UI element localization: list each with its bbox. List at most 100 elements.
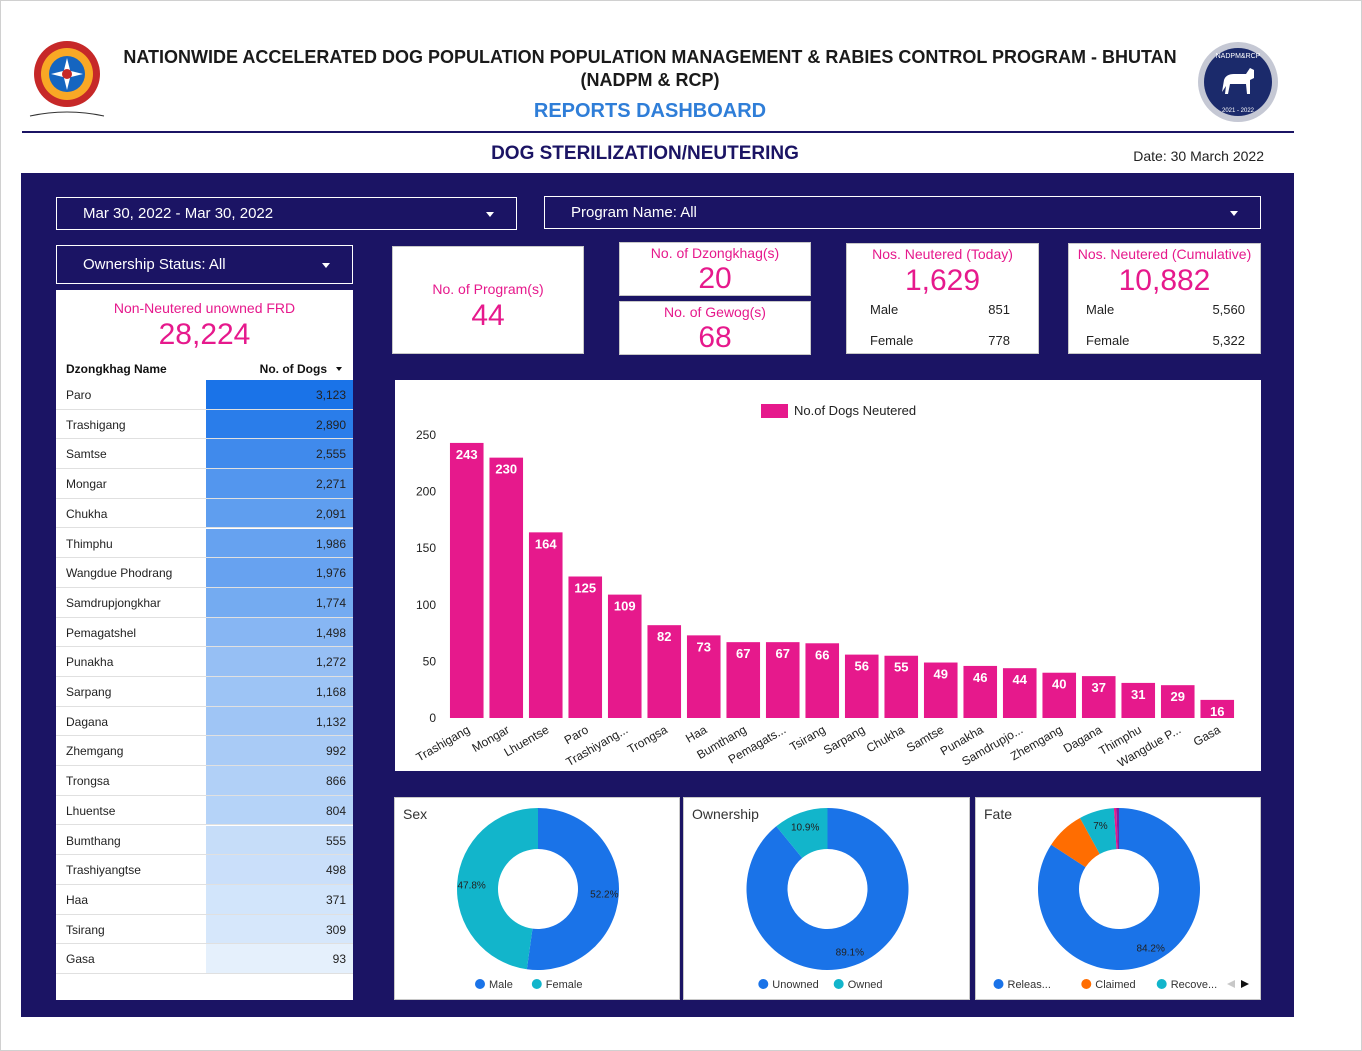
bar[interactable] <box>1042 672 1077 718</box>
slice-label: 10.9% <box>791 822 819 833</box>
bar[interactable] <box>1081 676 1116 718</box>
heat-cell <box>206 469 353 498</box>
bar[interactable] <box>765 642 800 718</box>
programs-kpi-value: 44 <box>471 299 505 332</box>
bar-value-label: 37 <box>1092 680 1106 695</box>
bar-value-label: 55 <box>894 660 908 675</box>
dzongkhag-name: Trashiyangtse <box>66 863 141 878</box>
y-tick-label: 0 <box>429 711 436 725</box>
table-row[interactable]: Bumthang 555 <box>56 825 353 856</box>
x-tick-label: Gasa <box>1191 722 1223 749</box>
bar-value-label: 56 <box>855 659 869 674</box>
report-date: Date: 30 March 2022 <box>1133 148 1264 164</box>
legend-prev-icon[interactable] <box>1227 980 1235 988</box>
sex-chart-title: Sex <box>403 806 428 822</box>
date-range-dropdown[interactable]: Mar 30, 2022 - Mar 30, 2022 <box>56 197 517 230</box>
table-row[interactable]: Trashigang 2,890 <box>56 409 353 440</box>
donut-slice[interactable] <box>1051 818 1100 868</box>
table-row[interactable]: Lhuentse 804 <box>56 795 353 826</box>
ownership-status-dropdown[interactable]: Ownership Status: All <box>56 245 353 284</box>
donut-slice[interactable] <box>1079 808 1117 854</box>
donut-slice[interactable] <box>457 808 538 970</box>
donut-slice[interactable] <box>776 808 828 859</box>
bar[interactable] <box>686 635 721 718</box>
table-row[interactable]: Chukha 2,091 <box>56 498 353 529</box>
bar[interactable] <box>805 643 840 718</box>
page-title-line1: NATIONWIDE ACCELERATED DOG POPULATION PO… <box>123 47 1177 67</box>
bar[interactable] <box>449 442 484 718</box>
heat-cell <box>206 498 353 528</box>
y-tick-label: 250 <box>416 428 436 442</box>
x-tick-label: Trongsa <box>625 722 670 756</box>
table-row[interactable]: Gasa 93 <box>56 944 353 974</box>
program-name-value: Program Name: All <box>571 204 697 221</box>
dog-count: 93 <box>332 952 346 967</box>
sort-desc-icon[interactable] <box>336 367 342 371</box>
bar[interactable] <box>844 654 879 718</box>
dog-count: 309 <box>325 922 346 937</box>
table-row[interactable]: Wangdue Phodrang 1,976 <box>56 558 353 588</box>
donut-slice[interactable] <box>1038 808 1200 970</box>
table-row[interactable]: Zhemgang 992 <box>56 736 353 767</box>
gewogs-kpi-label: No. of Gewog(s) <box>664 304 766 320</box>
table-row[interactable]: Trashiyangtse 498 <box>56 855 353 885</box>
bar[interactable] <box>884 655 919 718</box>
table-row[interactable]: Samtse 2,555 <box>56 439 353 470</box>
bar[interactable] <box>726 642 761 718</box>
female-label: Female <box>870 333 914 348</box>
legend-label: Unowned <box>772 979 818 991</box>
bar[interactable] <box>1160 685 1195 718</box>
dog-count: 2,271 <box>315 477 346 492</box>
dzongkhag-name: Bumthang <box>66 833 121 848</box>
legend-next-icon[interactable] <box>1241 980 1249 988</box>
bar[interactable] <box>647 625 682 718</box>
dog-count: 1,498 <box>315 625 346 640</box>
table-row[interactable]: Punakha 1,272 <box>56 647 353 677</box>
bar[interactable] <box>963 665 998 718</box>
table-row[interactable]: Thimphu 1,986 <box>56 528 353 559</box>
heat-cell <box>206 914 353 944</box>
col-header-dogs[interactable]: No. of Dogs <box>259 362 327 376</box>
neutered-today-kpi-card: Nos. Neutered (Today) 1,629 Male 851 Fem… <box>846 243 1039 354</box>
program-name-dropdown[interactable]: Program Name: All <box>544 196 1261 229</box>
bar[interactable] <box>1121 682 1156 718</box>
page-title-line2: (NADPM & RCP) <box>580 70 720 90</box>
donut-slice[interactable] <box>526 808 620 970</box>
bar-value-label: 44 <box>1013 672 1028 687</box>
table-row[interactable]: Haa 371 <box>56 884 353 915</box>
table-row[interactable]: Mongar 2,271 <box>56 469 353 499</box>
legend-dot <box>475 979 485 989</box>
y-tick-label: 100 <box>416 598 436 612</box>
heat-cell <box>206 677 353 706</box>
bar[interactable] <box>489 457 524 718</box>
table-row[interactable]: Samdrupjongkhar 1,774 <box>56 587 353 618</box>
dog-count: 1,976 <box>315 566 346 581</box>
bar[interactable] <box>568 576 603 719</box>
table-row[interactable]: Dagana 1,132 <box>56 706 353 737</box>
gewogs-kpi-value: 68 <box>698 321 732 354</box>
heat-cell <box>206 795 353 825</box>
bar[interactable] <box>607 594 642 718</box>
donut-slice[interactable] <box>1113 808 1118 850</box>
bar[interactable] <box>528 532 563 718</box>
bar[interactable] <box>1200 699 1235 718</box>
table-row[interactable]: Sarpang 1,168 <box>56 677 353 707</box>
dog-count: 1,168 <box>315 685 346 699</box>
bar[interactable] <box>1002 668 1037 718</box>
table-row[interactable]: Pemagatshel 1,498 <box>56 617 353 648</box>
bar-value-label: 67 <box>736 646 750 661</box>
donut-slice[interactable] <box>1116 808 1119 850</box>
frd-label: Non-Neutered unowned FRD <box>113 300 296 316</box>
table-row[interactable]: Paro 3,123 <box>56 380 353 410</box>
bar[interactable] <box>923 662 958 718</box>
table-row[interactable]: Trongsa 866 <box>56 766 353 796</box>
table-row[interactable]: Tsirang 309 <box>56 914 353 945</box>
donut-slice[interactable] <box>746 808 909 970</box>
dog-count: 498 <box>325 863 346 878</box>
dog-count: 1,132 <box>315 714 346 729</box>
dzongkhag-name: Samdrupjongkhar <box>66 595 161 610</box>
bar-value-label: 49 <box>934 667 948 682</box>
dzongkhag-name: Zhemgang <box>66 744 124 759</box>
col-header-dzongkhag[interactable]: Dzongkhag Name <box>66 362 167 376</box>
frd-total: 28,224 <box>158 318 251 351</box>
